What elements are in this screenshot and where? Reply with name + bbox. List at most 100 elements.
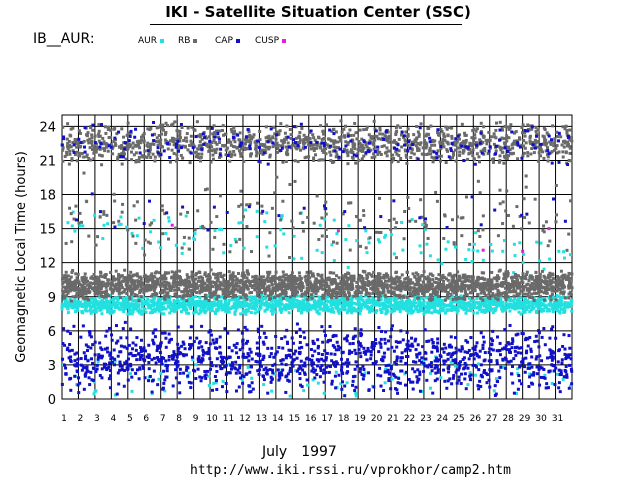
data-point-rb [134,143,138,147]
data-point-aur [204,304,208,308]
data-point-rb [344,275,348,279]
data-point-aur [179,310,183,314]
data-point-rb [369,287,373,291]
data-point-aur [117,223,121,227]
data-point-rb [383,293,387,297]
data-point-aur [148,311,152,315]
data-point-rb [114,285,118,289]
data-point-rb [75,276,79,280]
data-point-rb [86,287,90,291]
y-axis-title: Geomagnetic Local Time (hours) [14,151,29,363]
data-point-rb [283,290,287,294]
data-point-aur [75,307,79,311]
data-point-aur [315,303,319,307]
data-point-aur [494,298,498,302]
data-point-aur [359,294,363,298]
data-point-rb [221,124,225,128]
data-point-aur [280,214,284,218]
data-point-aur [302,308,306,312]
data-point-rb [80,151,84,155]
data-point-aur [298,294,302,298]
data-point-rb [224,153,228,157]
data-point-aur [92,380,96,384]
data-point-rb [255,280,259,284]
data-point-aur [465,308,469,312]
data-point-aur [427,299,431,303]
data-point-aur [381,294,385,298]
data-point-rb [65,278,69,282]
x-tick-label: 10 [206,414,218,424]
data-point-rb [257,289,261,293]
data-point-rb [247,279,251,283]
data-point-aur [427,306,431,310]
data-point-rb [281,291,285,295]
data-point-rb [178,132,182,136]
data-point-rb [134,151,138,155]
data-point-rb [207,135,211,139]
data-point-aur [302,389,306,393]
data-point-aur [459,294,463,298]
data-point-rb [71,295,75,299]
data-point-rb [124,157,128,161]
data-point-rb [263,282,267,286]
data-point-aur [150,308,154,312]
data-point-aur [85,301,89,305]
data-point-aur [439,306,443,310]
legend-label-aur: AUR [138,36,157,46]
data-point-rb [309,282,313,286]
data-point-aur [350,296,354,300]
data-point-aur [278,305,282,309]
data-point-rb [516,293,520,297]
data-point-aur [309,304,313,308]
data-point-rb [556,275,560,279]
data-point-aur [72,302,76,306]
data-point-aur [472,303,476,307]
data-point-aur [365,298,369,302]
data-point-rb [81,296,85,300]
data-point-aur [464,306,468,310]
data-point-rb [260,291,264,295]
data-point-rb [248,138,252,142]
data-point-aur [130,295,134,299]
data-point-rb [355,280,359,284]
data-point-aur [172,301,176,305]
data-point-rb [234,287,238,291]
data-point-aur [554,296,558,300]
data-point-aur [430,311,434,315]
data-point-aur [300,307,304,311]
data-point-rb [354,289,358,293]
data-point-rb [361,276,365,280]
data-point-aur [224,309,228,313]
data-point-aur [449,303,453,307]
data-point-aur [215,308,219,312]
data-point-rb [160,132,164,136]
data-point-rb [467,284,471,288]
data-point-rb [376,280,380,284]
data-point-rb [483,283,487,287]
data-point-rb [526,292,530,296]
data-point-rb [152,289,156,293]
data-point-aur [78,224,82,228]
data-point-aur [216,299,220,303]
data-point-aur [179,305,183,309]
data-point-rb [168,160,172,164]
data-point-rb [185,281,189,285]
data-point-aur [459,302,463,306]
data-point-rb [148,142,152,146]
y-tick-label: 3 [48,359,56,374]
data-point-aur [494,306,498,310]
data-point-aur [469,306,473,310]
data-point-rb [380,285,384,289]
data-point-aur [101,300,105,304]
data-point-aur [77,302,81,306]
data-point-rb [161,291,165,295]
data-point-rb [92,157,96,161]
data-point-aur [566,305,570,309]
data-point-rb [69,283,73,287]
data-point-rb [74,272,78,276]
data-point-rb [85,133,89,137]
data-point-rb [428,287,432,291]
data-point-rb [417,288,421,292]
data-point-aur [509,304,513,308]
data-point-rb [398,295,402,299]
